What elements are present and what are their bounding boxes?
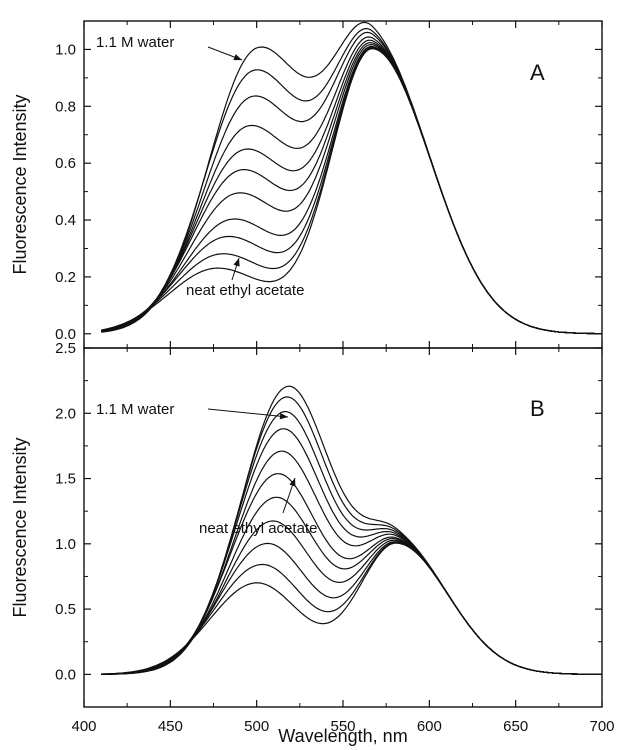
panel-a-annotation-bottom: neat ethyl acetate xyxy=(186,282,304,299)
panel-a-y-tick-label: 0.8 xyxy=(55,98,76,115)
panel-a-series-line xyxy=(101,46,602,335)
panel-a-series-line xyxy=(101,48,602,335)
panel-a-series-line xyxy=(101,41,602,335)
panel-b-series-line xyxy=(101,496,602,675)
panel-b-label: B xyxy=(530,396,545,421)
x-tick-label: 400 xyxy=(71,718,96,735)
panel-b-series-line xyxy=(101,411,602,675)
panel-b-y-tick-label: 1.0 xyxy=(55,536,76,553)
panel-b-series-line xyxy=(101,396,602,675)
panel-b-y-tick-label: 1.5 xyxy=(55,471,76,488)
panel-b-y-tick-label: 2.0 xyxy=(55,405,76,422)
panel-a-y-tick-label: 0.4 xyxy=(55,212,76,229)
panel-a-arrowhead-bottom xyxy=(233,258,240,267)
panel-a: 0.0 0.2 0.4 0.6 0.8 1.0 1.1 M water neat ethyl… xyxy=(10,20,603,349)
panel-a-ticks: 0.0 0.2 0.4 0.6 0.8 1.0 xyxy=(55,21,603,348)
panel-b-series-line xyxy=(101,428,602,675)
panel-a-series-line xyxy=(101,43,602,335)
panel-b-annotation-top: 1.1 M water xyxy=(96,401,174,418)
panel-b-y-tick-label: 0.0 xyxy=(55,666,76,683)
panel-a-curves xyxy=(101,21,602,335)
x-tick-label: 500 xyxy=(244,718,269,735)
x-tick-label: 550 xyxy=(330,718,355,735)
panel-b-arrowhead-bottom xyxy=(289,478,296,487)
panel-a-y-tick-label: 0.6 xyxy=(55,155,76,172)
panel-b-curves xyxy=(101,385,602,675)
panel-b-annotations: 1.1 M water neat ethyl acetate xyxy=(96,401,317,537)
panel-b-ticks: 400 450 500 550 600 650 700 0.0 0.5 1.0 1.5 2.0 2.5 xyxy=(55,340,614,735)
panel-b-series-line xyxy=(101,473,602,675)
x-tick-label: 450 xyxy=(158,718,183,735)
panel-b-y-axis-title: Fluorescence Intensity xyxy=(10,437,30,617)
panel-a-series-line xyxy=(101,47,602,335)
panel-b-annotation-bottom: neat ethyl acetate xyxy=(199,520,317,537)
x-tick-label: 700 xyxy=(589,718,614,735)
panel-a-annotations: 1.1 M water neat ethyl acetate xyxy=(96,34,304,299)
x-tick-label: 650 xyxy=(503,718,528,735)
panel-b-series-line xyxy=(101,450,602,675)
panel-b-series-line xyxy=(101,385,602,675)
panel-a-arrowhead-top xyxy=(233,54,242,61)
panel-a-y-tick-label: 0.0 xyxy=(55,326,76,343)
panel-b-arrowhead-top xyxy=(279,413,288,420)
panel-b-arrow-top xyxy=(207,408,289,418)
panel-a-y-axis-title: Fluorescence Intensity xyxy=(10,94,30,274)
panel-a-series-line xyxy=(101,45,602,335)
panel-a-y-tick-label: 0.2 xyxy=(55,269,76,286)
panel-a-annotation-top: 1.1 M water xyxy=(96,34,174,51)
panel-a-series-line xyxy=(101,21,602,335)
panel-a-series-line xyxy=(101,39,602,335)
panel-a-label: A xyxy=(530,60,545,85)
panel-b-series-line xyxy=(101,520,602,675)
panel-b-y-tick-label: 0.5 xyxy=(55,601,76,618)
x-tick-label: 600 xyxy=(417,718,442,735)
panel-b: 400 450 500 550 600 650 7000.00.51.01.52.02.5 … xyxy=(10,340,615,735)
x-axis-title: Wavelength, nm xyxy=(278,726,407,746)
panel-b-y-tick-label: 2.5 xyxy=(55,340,76,357)
panel-a-y-tick-label: 1.0 xyxy=(55,41,76,58)
